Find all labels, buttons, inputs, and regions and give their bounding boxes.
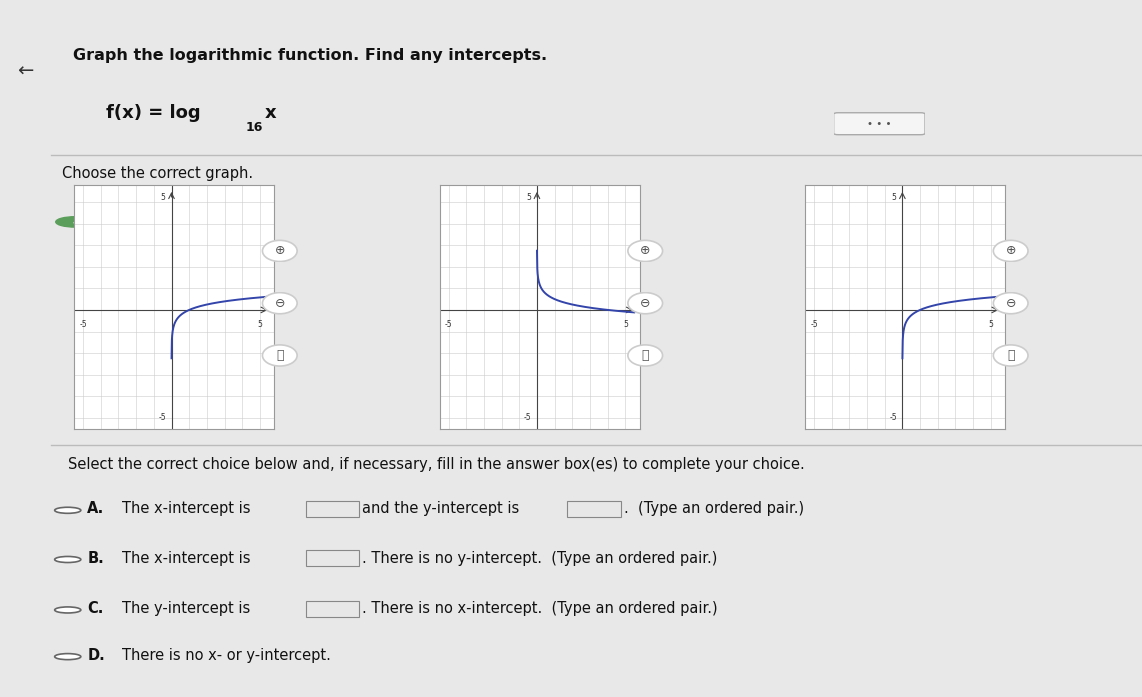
Text: ✓: ✓ (71, 217, 80, 227)
Circle shape (55, 507, 81, 513)
FancyBboxPatch shape (306, 601, 359, 617)
Circle shape (263, 293, 297, 314)
Text: -5: -5 (444, 320, 452, 328)
Text: ⤢: ⤢ (276, 349, 283, 362)
Text: The x-intercept is: The x-intercept is (122, 551, 251, 566)
Text: 5: 5 (257, 320, 263, 328)
Text: ⊕: ⊕ (274, 245, 286, 257)
Text: 16: 16 (246, 121, 263, 134)
Text: Select the correct choice below and, if necessary, fill in the answer box(es) to: Select the correct choice below and, if … (67, 457, 804, 473)
Text: . There is no y-intercept.  (Type an ordered pair.): . There is no y-intercept. (Type an orde… (362, 551, 717, 566)
Circle shape (55, 607, 81, 613)
Circle shape (994, 293, 1028, 314)
FancyBboxPatch shape (306, 501, 359, 517)
Circle shape (994, 240, 1028, 261)
Text: C.: C. (88, 601, 104, 616)
Text: ⤢: ⤢ (1007, 349, 1014, 362)
Text: ⤢: ⤢ (642, 349, 649, 362)
FancyBboxPatch shape (568, 501, 621, 517)
Circle shape (56, 217, 95, 227)
FancyBboxPatch shape (306, 550, 359, 566)
Circle shape (263, 240, 297, 261)
Circle shape (852, 217, 891, 227)
Text: A.: A. (99, 215, 116, 229)
Text: f(x) = log: f(x) = log (106, 105, 201, 123)
Text: ⊖: ⊖ (640, 297, 651, 309)
Circle shape (459, 217, 499, 227)
Text: -5: -5 (159, 413, 167, 422)
Text: -5: -5 (810, 320, 818, 328)
Text: The x-intercept is: The x-intercept is (122, 501, 251, 516)
Text: ⊕: ⊕ (1005, 245, 1016, 257)
FancyBboxPatch shape (834, 113, 925, 135)
Text: C.: C. (895, 215, 912, 229)
Text: Graph the logarithmic function. Find any intercepts.: Graph the logarithmic function. Find any… (73, 47, 547, 63)
Circle shape (628, 240, 662, 261)
Text: . There is no x-intercept.  (Type an ordered pair.): . There is no x-intercept. (Type an orde… (362, 601, 718, 616)
Text: ⊖: ⊖ (274, 297, 286, 309)
Text: There is no x- or y-intercept.: There is no x- or y-intercept. (122, 648, 331, 663)
Text: ⊖: ⊖ (1005, 297, 1016, 309)
Text: B.: B. (502, 215, 520, 229)
Text: The y-intercept is: The y-intercept is (122, 601, 250, 616)
Text: 5: 5 (988, 320, 994, 328)
Circle shape (628, 293, 662, 314)
Text: D.: D. (88, 648, 105, 663)
Text: 5: 5 (525, 193, 531, 202)
Text: A.: A. (88, 501, 105, 516)
Text: x: x (265, 105, 276, 123)
Circle shape (263, 345, 297, 366)
Text: ←: ← (17, 62, 34, 81)
Circle shape (55, 556, 81, 562)
Circle shape (55, 654, 81, 659)
Text: B.: B. (88, 551, 104, 566)
Text: -5: -5 (79, 320, 87, 328)
Text: • • •: • • • (867, 118, 892, 129)
Text: .  (Type an ordered pair.): . (Type an ordered pair.) (624, 501, 804, 516)
Circle shape (628, 345, 662, 366)
Text: -5: -5 (890, 413, 898, 422)
Text: 5: 5 (622, 320, 628, 328)
Text: ⊕: ⊕ (640, 245, 651, 257)
Text: and the y-intercept is: and the y-intercept is (362, 501, 520, 516)
Text: -5: -5 (524, 413, 532, 422)
Circle shape (994, 345, 1028, 366)
Text: 5: 5 (891, 193, 896, 202)
Text: Choose the correct graph.: Choose the correct graph. (63, 165, 254, 181)
Text: 5: 5 (160, 193, 166, 202)
